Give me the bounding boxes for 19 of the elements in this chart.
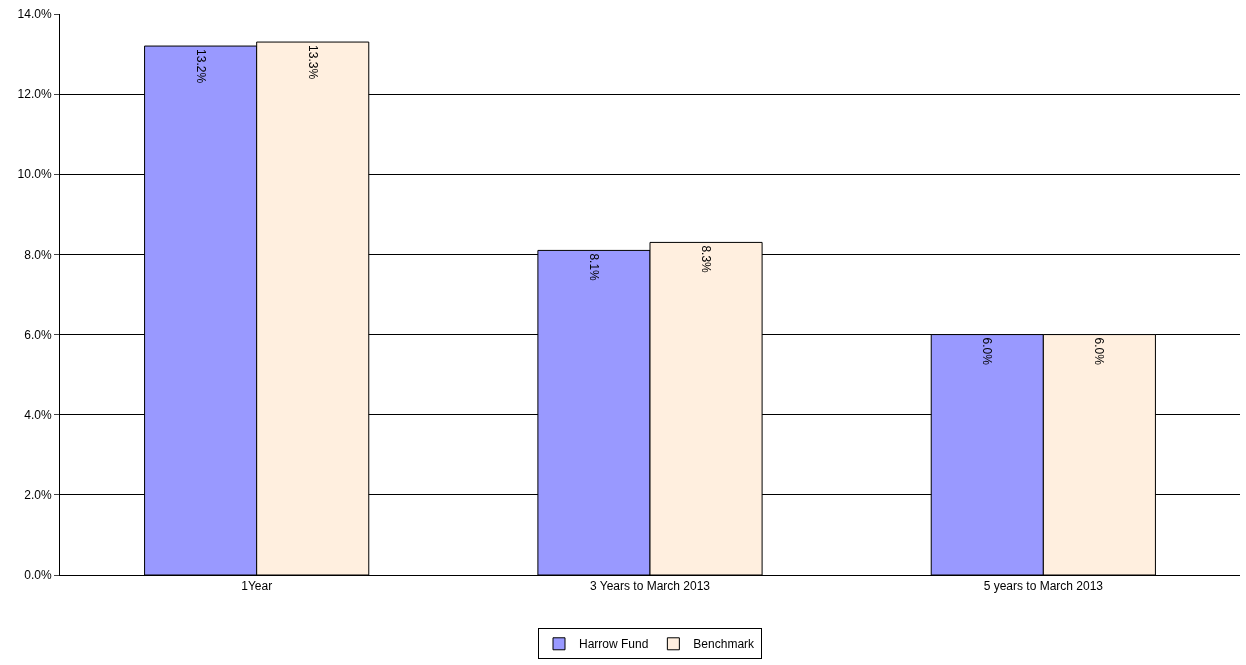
y-tick-label: 6.0% bbox=[24, 327, 52, 342]
data-label: 8.3% bbox=[699, 245, 714, 274]
x-tick-label: 1Year bbox=[241, 579, 273, 594]
y-tick-label: 0.0% bbox=[24, 568, 52, 583]
legend-label: Benchmark bbox=[693, 637, 756, 652]
x-tick-label: 3 Years to March 2013 bbox=[589, 579, 711, 594]
y-tick-label: 8.0% bbox=[24, 247, 52, 262]
legend-label: Harrow Fund bbox=[579, 637, 649, 652]
x-tick-label: 5 years to March 2013 bbox=[983, 579, 1104, 594]
data-label: 6.0% bbox=[1092, 337, 1107, 366]
data-label: 13.2% bbox=[193, 49, 208, 84]
y-tick-label: 4.0% bbox=[24, 407, 52, 422]
data-label: 13.3% bbox=[305, 45, 320, 80]
y-tick-label: 12.0% bbox=[17, 87, 52, 102]
y-tick-label: 14.0% bbox=[17, 7, 52, 22]
data-label: 6.0% bbox=[980, 337, 995, 366]
y-tick-label: 10.0% bbox=[17, 167, 52, 182]
y-tick-label: 2.0% bbox=[24, 488, 52, 503]
data-label: 8.1% bbox=[586, 253, 601, 282]
